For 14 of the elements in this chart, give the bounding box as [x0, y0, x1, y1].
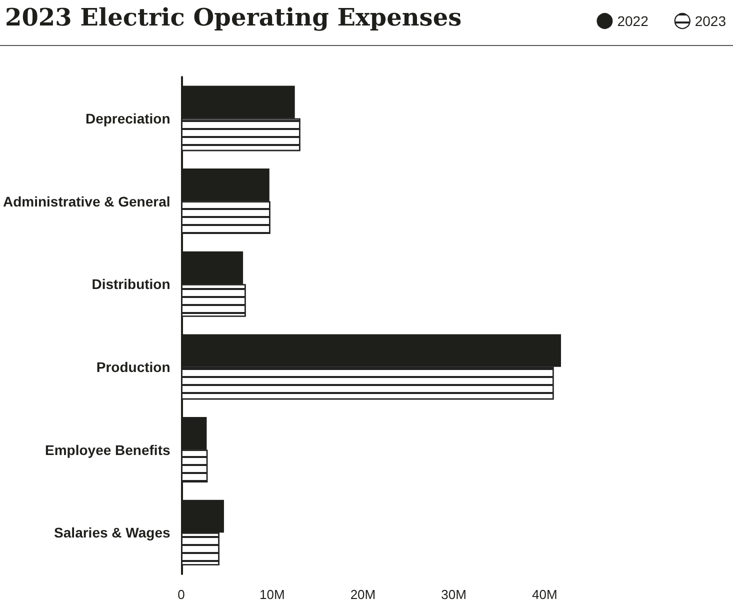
- x-tick-label: 0: [178, 587, 185, 601]
- legend-label: 2022: [617, 13, 649, 29]
- y-tick-label: Distribution: [92, 276, 170, 292]
- y-tick-label: Production: [96, 358, 170, 375]
- x-tick-label: 30M: [441, 587, 466, 601]
- x-tick-label: 10M: [259, 587, 285, 601]
- x-tick-label: 40M: [532, 587, 558, 601]
- legend-label: 2023: [694, 13, 726, 29]
- y-tick-label: Employee Benefits: [45, 442, 170, 458]
- chart-title: 2023 Electric Operating Expenses: [5, 2, 462, 32]
- x-tick-label: 20M: [350, 587, 376, 601]
- y-tick-label: Salaries & Wages: [54, 524, 170, 541]
- y-tick-label: Depreciation: [85, 110, 170, 126]
- y-tick-label: Administrative & General: [2, 193, 170, 210]
